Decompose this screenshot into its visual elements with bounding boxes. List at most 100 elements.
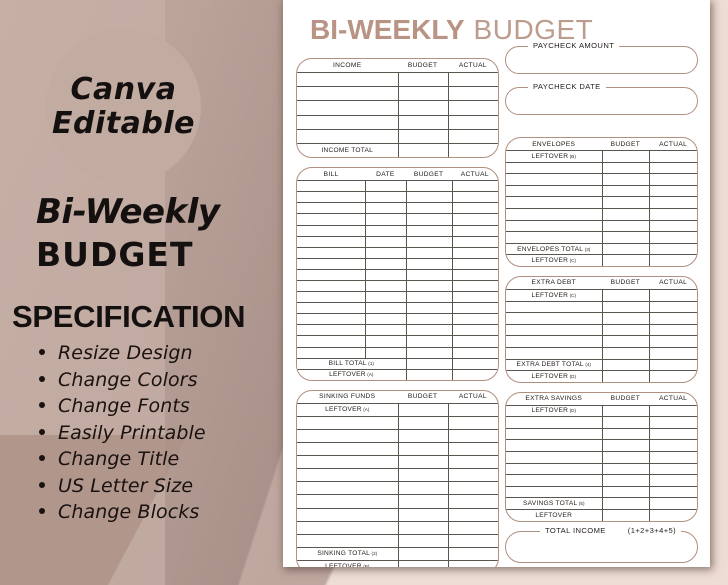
entry-cell[interactable] [649, 197, 697, 208]
entry-cell[interactable] [447, 521, 498, 534]
entry-cell[interactable] [451, 181, 498, 192]
value-cell[interactable] [649, 255, 697, 266]
entry-cell[interactable] [365, 280, 405, 292]
entry-cell[interactable] [506, 348, 602, 359]
entry-cell[interactable] [451, 325, 498, 336]
entry-cell[interactable] [601, 347, 650, 359]
value-cell[interactable] [649, 498, 697, 510]
entry-cell[interactable] [297, 259, 365, 269]
entry-cell[interactable] [601, 301, 650, 313]
entry-cell[interactable] [601, 417, 650, 428]
entry-cell[interactable] [297, 181, 365, 191]
value-cell[interactable] [649, 359, 697, 371]
entry-cell[interactable] [447, 508, 498, 521]
entry-cell[interactable] [397, 430, 448, 443]
entry-cell[interactable] [297, 495, 398, 507]
entry-cell[interactable] [451, 336, 498, 347]
entry-cell[interactable] [405, 258, 452, 269]
entry-cell[interactable] [365, 325, 405, 336]
entry-cell[interactable] [649, 324, 697, 336]
value-cell[interactable] [451, 358, 498, 369]
entry-cell[interactable] [649, 185, 697, 197]
entry-cell[interactable] [649, 475, 697, 486]
entry-cell[interactable] [297, 325, 365, 335]
entry-cell[interactable] [447, 469, 498, 482]
entry-cell[interactable] [506, 163, 602, 174]
entry-cell[interactable] [649, 417, 697, 428]
entry-cell[interactable] [365, 303, 405, 314]
entry-cell[interactable] [405, 181, 452, 192]
entry-cell[interactable] [447, 73, 498, 87]
paycheck-date-field[interactable]: PAYCHECK DATE [505, 82, 698, 115]
value-cell[interactable] [649, 151, 697, 162]
entry-cell[interactable] [365, 269, 405, 280]
entry-cell[interactable] [405, 247, 452, 258]
entry-cell[interactable] [297, 73, 398, 86]
entry-cell[interactable] [601, 197, 650, 208]
entry-cell[interactable] [649, 336, 697, 347]
entry-cell[interactable] [365, 181, 405, 192]
entry-cell[interactable] [506, 232, 602, 243]
entry-cell[interactable] [601, 463, 650, 475]
value-cell[interactable] [451, 369, 498, 380]
entry-cell[interactable] [506, 221, 602, 232]
entry-cell[interactable] [365, 347, 405, 358]
value-cell[interactable] [601, 151, 650, 162]
entry-cell[interactable] [297, 226, 365, 236]
entry-cell[interactable] [397, 87, 448, 101]
entry-cell[interactable] [405, 203, 452, 214]
entry-cell[interactable] [447, 87, 498, 101]
entry-cell[interactable] [405, 192, 452, 203]
value-cell[interactable] [397, 403, 448, 416]
entry-cell[interactable] [405, 303, 452, 314]
entry-cell[interactable] [451, 347, 498, 358]
entry-cell[interactable] [506, 429, 602, 440]
entry-cell[interactable] [297, 336, 365, 346]
entry-cell[interactable] [506, 186, 602, 197]
entry-cell[interactable] [297, 203, 365, 213]
entry-cell[interactable] [297, 130, 398, 143]
entry-cell[interactable] [405, 269, 452, 280]
entry-cell[interactable] [405, 292, 452, 303]
entry-cell[interactable] [297, 87, 398, 100]
entry-cell[interactable] [649, 428, 697, 440]
entry-cell[interactable] [397, 495, 448, 508]
entry-cell[interactable] [397, 456, 448, 469]
entry-cell[interactable] [405, 314, 452, 325]
entry-cell[interactable] [601, 208, 650, 220]
entry-cell[interactable] [405, 236, 452, 247]
entry-cell[interactable] [506, 336, 602, 347]
entry-cell[interactable] [601, 475, 650, 486]
value-cell[interactable] [601, 498, 650, 510]
entry-cell[interactable] [451, 236, 498, 247]
entry-cell[interactable] [447, 534, 498, 547]
entry-cell[interactable] [451, 258, 498, 269]
entry-cell[interactable] [447, 430, 498, 443]
entry-cell[interactable] [297, 292, 365, 302]
entry-cell[interactable] [397, 521, 448, 534]
entry-cell[interactable] [405, 336, 452, 347]
entry-cell[interactable] [506, 464, 602, 475]
value-cell[interactable] [649, 371, 697, 382]
paycheck-amount-field[interactable]: PAYCHECK AMOUNT [505, 41, 698, 74]
value-cell[interactable] [601, 243, 650, 255]
entry-cell[interactable] [297, 116, 398, 129]
entry-cell[interactable] [405, 225, 452, 236]
entry-cell[interactable] [297, 535, 398, 547]
entry-cell[interactable] [447, 416, 498, 429]
entry-cell[interactable] [405, 214, 452, 225]
entry-cell[interactable] [601, 232, 650, 243]
entry-cell[interactable] [506, 440, 602, 451]
entry-cell[interactable] [297, 101, 398, 114]
entry-cell[interactable] [506, 174, 602, 185]
entry-cell[interactable] [506, 302, 602, 313]
entry-cell[interactable] [447, 443, 498, 456]
entry-cell[interactable] [601, 440, 650, 452]
entry-cell[interactable] [601, 220, 650, 232]
entry-cell[interactable] [601, 486, 650, 498]
entry-cell[interactable] [649, 486, 697, 498]
entry-cell[interactable] [397, 129, 448, 143]
entry-cell[interactable] [506, 487, 602, 498]
value-cell[interactable] [649, 405, 697, 417]
entry-cell[interactable] [601, 162, 650, 174]
